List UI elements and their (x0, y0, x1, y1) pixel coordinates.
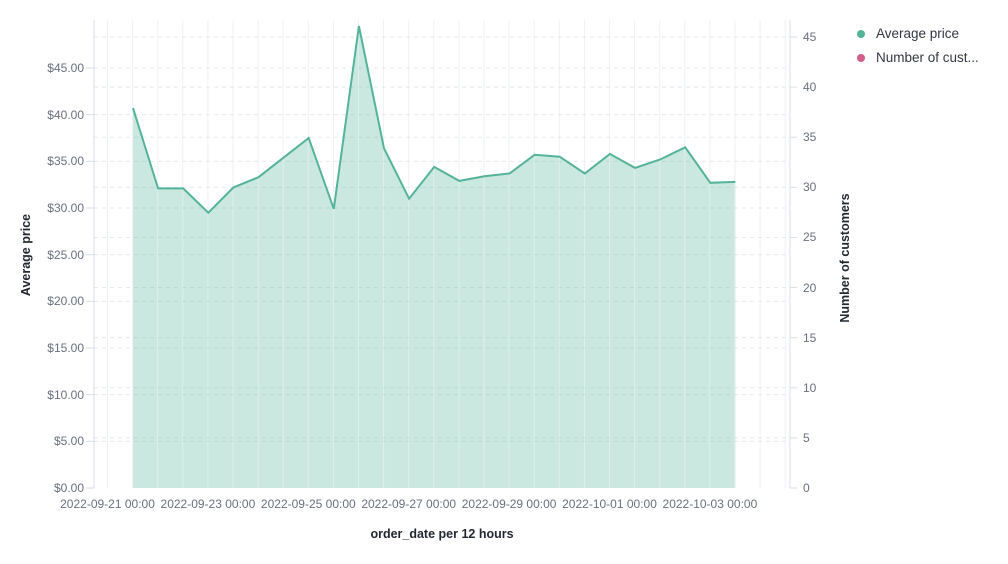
right-axis-tick-label: 30 (803, 180, 817, 195)
left-axis-tick-label: $25.00 (47, 247, 84, 262)
x-axis-tick-label: 2022-09-21 00:00 (60, 497, 155, 511)
left-axis-tick-label: $45.00 (47, 61, 84, 75)
x-axis-tick-label: 2022-09-29 00:00 (461, 497, 557, 511)
right-axis-tick-label: 0 (803, 481, 810, 495)
right-axis-tick-label: 35 (803, 130, 817, 145)
series-color-dot-icon (857, 29, 865, 38)
x-axis-tick-label: 2022-10-01 00:00 (562, 497, 657, 511)
right-axis-tick-label: 40 (803, 80, 817, 95)
legend-item-number-of-customers[interactable]: Number of cust... (857, 50, 979, 65)
legend-item-average-price[interactable]: Average price (857, 26, 979, 41)
x-axis-title: order_date per 12 hours (370, 527, 514, 541)
left-axis-tick-label: $20.00 (47, 294, 84, 309)
right-axis-tick-label: 20 (803, 280, 817, 295)
x-axis-tick-label: 2022-09-25 00:00 (260, 497, 356, 511)
right-axis-tick-label: 15 (803, 330, 817, 345)
left-axis-tick-label: $40.00 (47, 107, 84, 122)
right-axis-tick-label: 45 (803, 30, 817, 44)
right-axis-tick-label: 5 (803, 430, 810, 445)
right-axis-tick-label: 10 (803, 380, 817, 395)
right-axis-title: Number of customers (838, 193, 852, 323)
left-axis-tick-label: $5.00 (53, 434, 84, 449)
legend-label-average-price: Average price (876, 26, 960, 41)
left-axis-title: Average price (19, 213, 33, 297)
left-axis-tick-label: $30.00 (47, 201, 84, 215)
left-axis-tick-label: $0.00 (53, 481, 84, 495)
left-axis-tick-label: $35.00 (47, 154, 84, 169)
x-axis-tick-label: 2022-09-23 00:00 (160, 497, 256, 511)
x-axis-tick-label: 2022-10-03 00:00 (662, 497, 758, 511)
left-axis-tick-label: $10.00 (47, 387, 84, 402)
right-axis-tick-label: 25 (803, 230, 817, 245)
average-price-line (132, 25, 736, 215)
x-axis-tick-label: 2022-09-27 00:00 (361, 497, 457, 511)
series-color-dot-icon (857, 53, 865, 62)
legend-label-number-of-customers: Number of cust... (876, 50, 979, 65)
left-axis-tick-label: $15.00 (47, 341, 84, 355)
legend: Average price Number of cust... (857, 26, 979, 65)
